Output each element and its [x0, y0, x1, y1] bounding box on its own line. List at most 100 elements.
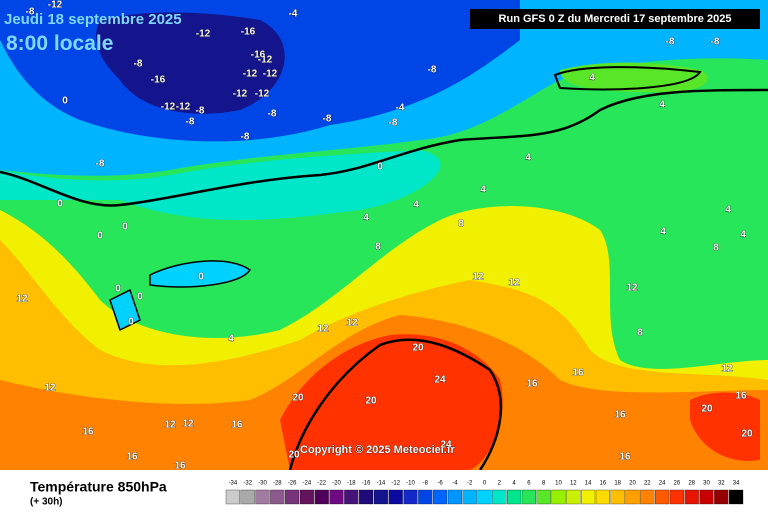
contour-label: 20	[701, 404, 713, 415]
contour-label: -12	[243, 69, 258, 80]
legend-label: -12	[391, 481, 400, 487]
run-box	[470, 9, 760, 29]
contour-label: 4	[525, 153, 531, 164]
contour-label: 0	[62, 96, 68, 107]
legend-label: -6	[437, 481, 443, 487]
contour-label: 0	[57, 199, 63, 210]
contour-label: 12	[16, 294, 28, 305]
contour-label: 16	[526, 379, 538, 390]
legend-swatch	[225, 489, 240, 505]
contour-label: 12	[317, 324, 329, 335]
contour-label: 12	[472, 272, 484, 283]
legend-label: 34	[733, 481, 740, 487]
contour-label: 20	[365, 396, 377, 407]
contour-label: 0	[122, 222, 128, 233]
cool-island	[109, 260, 252, 332]
twenty-isotherm	[288, 338, 503, 471]
legend-label: -20	[332, 481, 341, 487]
contour-label: 12	[626, 283, 638, 294]
contour-label: 4	[660, 227, 666, 238]
contour-label: 0	[128, 317, 134, 328]
parameter: Température 850hPa	[30, 479, 167, 495]
hottest-area	[280, 334, 503, 470]
contour-label: -16	[151, 75, 166, 86]
contour-label: -8	[428, 65, 437, 76]
legend-swatch	[403, 489, 418, 505]
lead-time: (+ 30h)	[30, 497, 63, 508]
contour-label: 24	[434, 375, 446, 386]
contour-label: 16	[735, 391, 747, 402]
copyright: Copyright © 2025 Meteociel.fr	[300, 444, 456, 456]
legend-swatch	[714, 489, 729, 505]
contour-label: 20	[292, 393, 304, 404]
legend-label: 26	[674, 481, 681, 487]
contour-label: -8	[666, 37, 675, 48]
contour-label: -12	[48, 0, 63, 11]
legend-swatch	[240, 489, 255, 505]
legend-label: 24	[659, 481, 666, 487]
contour-label: -12	[196, 29, 211, 40]
legend-swatch	[566, 489, 581, 505]
legend-label: -10	[406, 481, 415, 487]
legend-swatch	[433, 489, 448, 505]
legend-label: 10	[555, 481, 562, 487]
contour-label: 16	[82, 427, 94, 438]
legend-swatch	[344, 489, 359, 505]
legend-label: 2	[498, 481, 502, 487]
contour-label: 0	[115, 284, 121, 295]
legend-label: -22	[317, 481, 326, 487]
legend-label: 14	[585, 481, 592, 487]
legend-label: -28	[273, 481, 282, 487]
contour-label: -8	[323, 114, 332, 125]
contour-label: -4	[396, 103, 405, 114]
cool-band	[0, 150, 441, 220]
legend-label: 20	[629, 481, 636, 487]
legend-swatch	[388, 489, 403, 505]
contour-label: -16	[241, 27, 256, 38]
contour-label: 8	[375, 242, 381, 253]
legend-label: -32	[243, 481, 252, 487]
legend-swatch	[418, 489, 433, 505]
contour-label: -12	[255, 89, 270, 100]
legend-swatch	[521, 489, 536, 505]
local-time: 8:00 locale	[6, 32, 113, 55]
contour-label: 20	[412, 343, 424, 354]
legend-swatch	[373, 489, 388, 505]
contour-label: 0	[377, 162, 383, 173]
contour-label: 20	[288, 450, 300, 461]
four-isotherm	[553, 66, 702, 91]
legend-swatch	[655, 489, 670, 505]
legend-swatch	[551, 489, 566, 505]
legend-swatch	[477, 489, 492, 505]
contour-label: 16	[619, 452, 631, 463]
contour-label: 4	[589, 73, 595, 84]
legend-label: -2	[467, 481, 473, 487]
legend-swatch	[610, 489, 625, 505]
contour-label: 12	[508, 278, 520, 289]
contour-label: -12	[258, 55, 273, 66]
contour-label: 12	[182, 419, 194, 430]
legend-swatch	[285, 489, 300, 505]
contour-label: 24	[440, 440, 452, 451]
legend-label: -4	[452, 481, 458, 487]
legend-label: -34	[229, 481, 238, 487]
legend-label: -8	[423, 481, 429, 487]
contour-label: -8	[26, 7, 35, 18]
legend-swatch	[462, 489, 477, 505]
legend-label: -18	[347, 481, 356, 487]
contour-label: 4	[725, 205, 731, 216]
contour-label: 8	[713, 243, 719, 254]
contour-label: 16	[174, 461, 186, 472]
legend-swatch	[625, 489, 640, 505]
legend-swatch	[359, 489, 374, 505]
contour-label: 0	[97, 231, 103, 242]
contour-label: 12	[164, 420, 176, 431]
contour-label: -4	[289, 9, 298, 20]
contour-label: 4	[480, 185, 486, 196]
contour-label: 16	[614, 410, 626, 421]
contour-label: -8	[711, 37, 720, 48]
legend-swatch	[447, 489, 462, 505]
legend-label: 16	[600, 481, 607, 487]
contour-label: 4	[413, 200, 419, 211]
legend-label: 4	[512, 481, 516, 487]
